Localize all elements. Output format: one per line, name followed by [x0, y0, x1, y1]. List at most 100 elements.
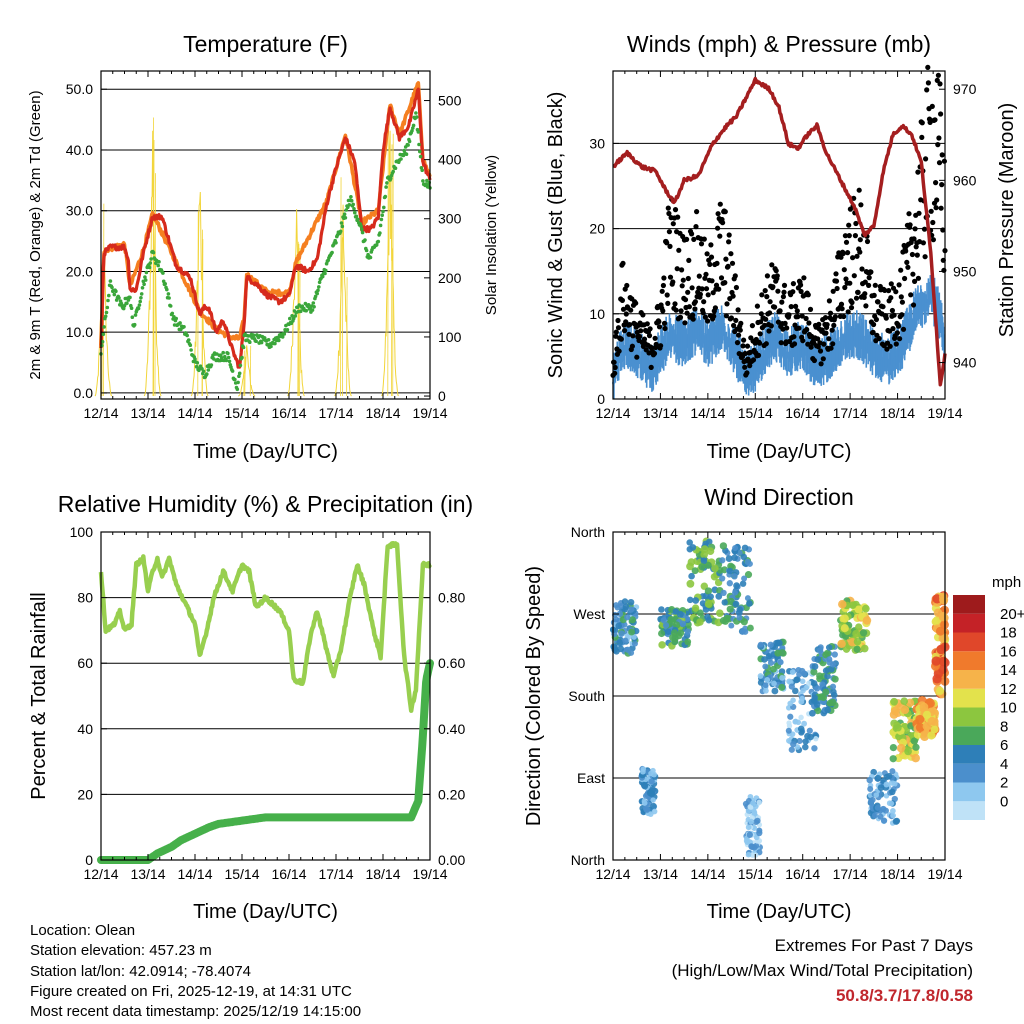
gust-point [664, 292, 670, 298]
gust-point [801, 275, 807, 281]
wind-direction-point [877, 813, 884, 820]
dewpoint-point [315, 291, 320, 296]
dewpoint-point [344, 208, 349, 212]
y-tick-label: 30 [589, 135, 605, 151]
wind-direction-point [613, 616, 620, 623]
gust-point [678, 308, 684, 314]
gust-point [656, 319, 662, 325]
dewpoint-point [378, 231, 382, 235]
gust-point [933, 205, 939, 211]
dewpoint-point [340, 224, 345, 229]
wind-direction-point [919, 702, 929, 712]
wind-direction-point [684, 628, 692, 635]
dewpoint-point [226, 351, 230, 356]
wind-direction-point [644, 806, 651, 813]
gust-point [755, 352, 762, 358]
gust-point [821, 341, 827, 347]
gust-point [930, 237, 937, 243]
wind-direction-point [802, 738, 809, 745]
dewpoint-point [393, 166, 398, 170]
gust-point [895, 323, 902, 329]
dewpoint-point [227, 359, 232, 364]
wind-direction-point [816, 672, 824, 680]
gust-point [796, 325, 802, 331]
extremes-panel: Extremes For Past 7 Days (High/Low/Max W… [672, 933, 973, 1008]
dewpoint-point [353, 210, 357, 215]
dewpoint-point [421, 179, 425, 183]
gust-point [652, 335, 658, 341]
gust-point [711, 313, 717, 319]
wind-direction-point [740, 553, 748, 561]
y-tick-label: 30.0 [66, 203, 93, 219]
dewpoint-point [185, 333, 189, 338]
wind-direction-point [706, 538, 713, 545]
wind-direction-point [704, 587, 713, 595]
wind-direction-point [698, 563, 706, 571]
gust-point [897, 336, 903, 342]
wind-direction-point [700, 557, 708, 565]
gust-point [667, 274, 674, 280]
gust-point [856, 187, 862, 193]
wind-direction-point [726, 580, 733, 587]
x-tick-label: 14/14 [690, 866, 725, 882]
y-tick-label: East [577, 770, 605, 786]
gust-point [833, 271, 839, 277]
dewpoint-point [291, 316, 296, 321]
gust-point [862, 291, 868, 297]
gust-point [888, 295, 894, 301]
x-tick-label: 16/14 [785, 405, 820, 421]
wind-direction-point [611, 644, 619, 651]
dewpoint-point [110, 285, 114, 290]
gust-point [939, 182, 945, 188]
gust-point [900, 326, 907, 332]
wind-direction-point [754, 817, 761, 824]
gust-point [849, 299, 855, 306]
wind-direction-point [829, 698, 837, 707]
gust-point [906, 211, 912, 217]
gust-point [842, 233, 849, 239]
dewpoint-point [226, 355, 231, 360]
solar-insolation-line [190, 191, 209, 397]
wind-direction-point [622, 603, 630, 610]
wind-direction-point [794, 676, 801, 683]
y2-tick-label: 940 [953, 355, 977, 371]
gust-point [937, 81, 943, 87]
dewpoint-point [195, 361, 200, 365]
wind-direction-point [799, 695, 806, 702]
dewpoint-point [266, 338, 271, 342]
dewpoint-point [114, 289, 118, 294]
x-tick-label: 12/14 [83, 866, 118, 882]
gust-point [698, 241, 705, 247]
gust-point [664, 240, 670, 246]
x-tick-label: 13/14 [643, 866, 678, 882]
y-tick-label: 20 [77, 786, 93, 802]
dewpoint-point [104, 310, 109, 315]
wind-direction-point [930, 725, 939, 734]
wind-direction-point [814, 656, 822, 663]
y2-axis-title: Station Pressure (Maroon) [996, 103, 1018, 338]
gust-point [741, 337, 747, 343]
wind-direction-point [736, 614, 743, 621]
gust-point [893, 341, 899, 347]
gust-point [842, 284, 848, 291]
gust-point [770, 284, 776, 290]
y2-tick-label: 970 [953, 81, 977, 97]
gust-point [758, 311, 764, 317]
wind-direction-point [813, 736, 819, 742]
gust-point [672, 207, 679, 213]
gust-point [920, 240, 927, 246]
wind-direction-point [813, 685, 821, 692]
wind-direction-point [719, 557, 726, 564]
wind-direction-point [938, 656, 949, 667]
dewpoint-point [416, 130, 421, 134]
colorbar-swatch [953, 595, 985, 614]
x-tick-label: 19/14 [412, 405, 447, 421]
x-tick-label: 18/14 [880, 866, 915, 882]
wind-direction-point [920, 732, 929, 741]
gust-point [929, 103, 935, 109]
x-tick-label: 16/14 [785, 866, 820, 882]
gust-point [938, 111, 944, 117]
y-tick-label: 80 [77, 590, 93, 606]
wind-direction-point [719, 575, 726, 582]
